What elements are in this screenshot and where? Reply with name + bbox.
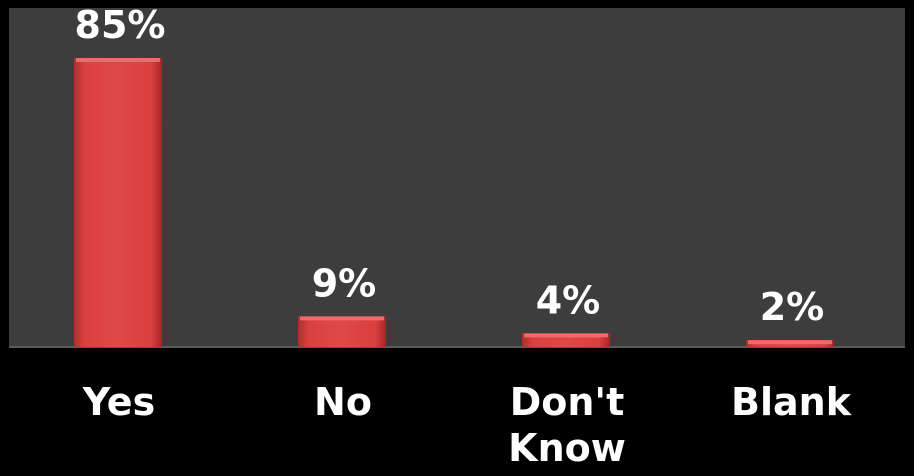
- category-label-no: No: [314, 380, 372, 424]
- category-label-line: Yes: [82, 380, 155, 424]
- bar-bevel: [300, 316, 384, 321]
- data-label-no: 9%: [312, 261, 377, 305]
- bars-layer: [74, 58, 834, 347]
- category-label-line: Blank: [731, 380, 852, 424]
- bar-body: [74, 58, 162, 347]
- category-label-don-t-know: Don't Know: [508, 380, 626, 470]
- data-label-don-t-know: 4%: [536, 278, 601, 322]
- bar-yes: [74, 58, 162, 347]
- bar-no: [298, 316, 386, 347]
- category-label-yes: Yes: [82, 380, 155, 424]
- category-label-line: Don't: [510, 380, 625, 424]
- category-label-line: Know: [508, 426, 626, 470]
- category-label-blank: Blank: [731, 380, 852, 424]
- bar-bevel: [524, 333, 608, 338]
- data-label-blank: 2%: [760, 285, 825, 329]
- bar-blank: [746, 340, 834, 347]
- data-labels-layer: 85% 9% 4% 2%: [75, 3, 825, 329]
- bar-body: [298, 316, 386, 347]
- category-labels-layer: Yes No Don't Know Blank: [82, 380, 852, 470]
- bar-don-t-know: [522, 333, 610, 347]
- bar-bevel: [748, 340, 832, 345]
- bar-bevel: [76, 58, 160, 62]
- data-label-yes: 85%: [75, 3, 166, 47]
- category-label-line: No: [314, 380, 372, 424]
